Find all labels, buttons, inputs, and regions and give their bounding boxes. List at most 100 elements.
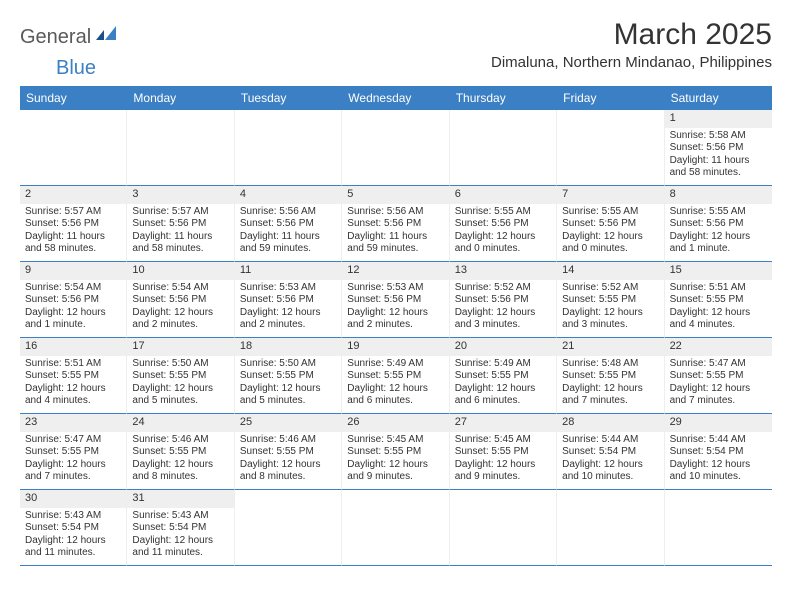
calendar-cell: [557, 110, 664, 186]
calendar-cell: 24Sunrise: 5:46 AMSunset: 5:55 PMDayligh…: [127, 414, 234, 490]
sunset-line: Sunset: 5:56 PM: [562, 218, 658, 231]
calendar-cell: [235, 490, 342, 566]
weekday-label: Tuesday: [235, 86, 342, 110]
day-number: 17: [127, 338, 233, 356]
weekday-label: Friday: [557, 86, 664, 110]
daylight-line: Daylight: 12 hours and 5 minutes.: [240, 383, 336, 408]
sunset-line: Sunset: 5:55 PM: [670, 370, 767, 383]
sunrise-line: Sunrise: 5:50 AM: [132, 358, 228, 371]
day-number: 14: [557, 262, 663, 280]
sunset-line: Sunset: 5:55 PM: [670, 294, 767, 307]
sunset-line: Sunset: 5:56 PM: [347, 218, 443, 231]
daylight-line: Daylight: 12 hours and 11 minutes.: [132, 535, 228, 560]
day-details: Sunrise: 5:44 AMSunset: 5:54 PMDaylight:…: [665, 432, 772, 487]
day-details: Sunrise: 5:56 AMSunset: 5:56 PMDaylight:…: [235, 204, 341, 259]
sunrise-line: Sunrise: 5:49 AM: [455, 358, 551, 371]
day-details: Sunrise: 5:49 AMSunset: 5:55 PMDaylight:…: [342, 356, 448, 411]
daylight-line: Daylight: 12 hours and 8 minutes.: [132, 459, 228, 484]
sunset-line: Sunset: 5:56 PM: [670, 142, 767, 155]
day-number: 18: [235, 338, 341, 356]
weekday-label: Sunday: [20, 86, 127, 110]
calendar-cell: 11Sunrise: 5:53 AMSunset: 5:56 PMDayligh…: [235, 262, 342, 338]
sunrise-line: Sunrise: 5:45 AM: [347, 434, 443, 447]
sunrise-line: Sunrise: 5:47 AM: [25, 434, 121, 447]
day-number: 25: [235, 414, 341, 432]
day-details: Sunrise: 5:54 AMSunset: 5:56 PMDaylight:…: [20, 280, 126, 335]
day-number: 2: [20, 186, 126, 204]
calendar-cell: 6Sunrise: 5:55 AMSunset: 5:56 PMDaylight…: [450, 186, 557, 262]
calendar-cell: [450, 490, 557, 566]
sunset-line: Sunset: 5:55 PM: [240, 446, 336, 459]
day-number: 3: [127, 186, 233, 204]
calendar-cell: [20, 110, 127, 186]
daylight-line: Daylight: 12 hours and 0 minutes.: [562, 231, 658, 256]
day-details: Sunrise: 5:46 AMSunset: 5:55 PMDaylight:…: [127, 432, 233, 487]
sunset-line: Sunset: 5:55 PM: [455, 370, 551, 383]
sunset-line: Sunset: 5:55 PM: [562, 370, 658, 383]
sunrise-line: Sunrise: 5:57 AM: [25, 206, 121, 219]
sunset-line: Sunset: 5:56 PM: [240, 294, 336, 307]
weekday-label: Monday: [127, 86, 234, 110]
month-title: March 2025: [491, 18, 772, 52]
sunrise-line: Sunrise: 5:44 AM: [562, 434, 658, 447]
daylight-line: Daylight: 12 hours and 2 minutes.: [240, 307, 336, 332]
day-details: Sunrise: 5:57 AMSunset: 5:56 PMDaylight:…: [127, 204, 233, 259]
sunrise-line: Sunrise: 5:56 AM: [347, 206, 443, 219]
day-number: 5: [342, 186, 448, 204]
day-details: Sunrise: 5:53 AMSunset: 5:56 PMDaylight:…: [235, 280, 341, 335]
sunset-line: Sunset: 5:56 PM: [455, 218, 551, 231]
weekday-label: Saturday: [665, 86, 772, 110]
sunset-line: Sunset: 5:56 PM: [455, 294, 551, 307]
sunset-line: Sunset: 5:56 PM: [132, 294, 228, 307]
day-number: 16: [20, 338, 126, 356]
calendar-cell: 29Sunrise: 5:44 AMSunset: 5:54 PMDayligh…: [665, 414, 772, 490]
day-details: Sunrise: 5:58 AMSunset: 5:56 PMDaylight:…: [665, 128, 772, 183]
sunset-line: Sunset: 5:54 PM: [25, 522, 121, 535]
day-details: Sunrise: 5:43 AMSunset: 5:54 PMDaylight:…: [127, 508, 233, 563]
day-number: 9: [20, 262, 126, 280]
day-details: Sunrise: 5:54 AMSunset: 5:56 PMDaylight:…: [127, 280, 233, 335]
calendar-cell: 7Sunrise: 5:55 AMSunset: 5:56 PMDaylight…: [557, 186, 664, 262]
weekday-label: Wednesday: [342, 86, 449, 110]
sunrise-line: Sunrise: 5:44 AM: [670, 434, 767, 447]
calendar-cell: 21Sunrise: 5:48 AMSunset: 5:55 PMDayligh…: [557, 338, 664, 414]
day-details: Sunrise: 5:52 AMSunset: 5:56 PMDaylight:…: [450, 280, 556, 335]
daylight-line: Daylight: 12 hours and 4 minutes.: [25, 383, 121, 408]
day-details: Sunrise: 5:57 AMSunset: 5:56 PMDaylight:…: [20, 204, 126, 259]
day-details: Sunrise: 5:53 AMSunset: 5:56 PMDaylight:…: [342, 280, 448, 335]
sunrise-line: Sunrise: 5:46 AM: [240, 434, 336, 447]
day-details: Sunrise: 5:47 AMSunset: 5:55 PMDaylight:…: [20, 432, 126, 487]
calendar-cell: 12Sunrise: 5:53 AMSunset: 5:56 PMDayligh…: [342, 262, 449, 338]
daylight-line: Daylight: 12 hours and 3 minutes.: [562, 307, 658, 332]
sunrise-line: Sunrise: 5:52 AM: [455, 282, 551, 295]
sunrise-line: Sunrise: 5:54 AM: [25, 282, 121, 295]
calendar-cell: 20Sunrise: 5:49 AMSunset: 5:55 PMDayligh…: [450, 338, 557, 414]
day-number: 4: [235, 186, 341, 204]
sunrise-line: Sunrise: 5:58 AM: [670, 130, 767, 143]
daylight-line: Daylight: 12 hours and 6 minutes.: [347, 383, 443, 408]
daylight-line: Daylight: 12 hours and 11 minutes.: [25, 535, 121, 560]
day-number: 21: [557, 338, 663, 356]
daylight-line: Daylight: 11 hours and 58 minutes.: [670, 155, 767, 180]
calendar-cell: 31Sunrise: 5:43 AMSunset: 5:54 PMDayligh…: [127, 490, 234, 566]
sunrise-line: Sunrise: 5:53 AM: [240, 282, 336, 295]
sunrise-line: Sunrise: 5:45 AM: [455, 434, 551, 447]
day-number: 10: [127, 262, 233, 280]
calendar-cell: 13Sunrise: 5:52 AMSunset: 5:56 PMDayligh…: [450, 262, 557, 338]
day-details: Sunrise: 5:47 AMSunset: 5:55 PMDaylight:…: [665, 356, 772, 411]
day-number: 6: [450, 186, 556, 204]
calendar-cell: [450, 110, 557, 186]
sunset-line: Sunset: 5:55 PM: [562, 294, 658, 307]
day-number: 28: [557, 414, 663, 432]
calendar-cell: [127, 110, 234, 186]
day-number: 15: [665, 262, 772, 280]
sunrise-line: Sunrise: 5:55 AM: [670, 206, 767, 219]
calendar-cell: 5Sunrise: 5:56 AMSunset: 5:56 PMDaylight…: [342, 186, 449, 262]
sunset-line: Sunset: 5:54 PM: [562, 446, 658, 459]
daylight-line: Daylight: 12 hours and 5 minutes.: [132, 383, 228, 408]
title-block: March 2025 Dimaluna, Northern Mindanao, …: [491, 18, 772, 71]
day-number: 26: [342, 414, 448, 432]
sunset-line: Sunset: 5:55 PM: [240, 370, 336, 383]
day-details: Sunrise: 5:52 AMSunset: 5:55 PMDaylight:…: [557, 280, 663, 335]
daylight-line: Daylight: 12 hours and 6 minutes.: [455, 383, 551, 408]
